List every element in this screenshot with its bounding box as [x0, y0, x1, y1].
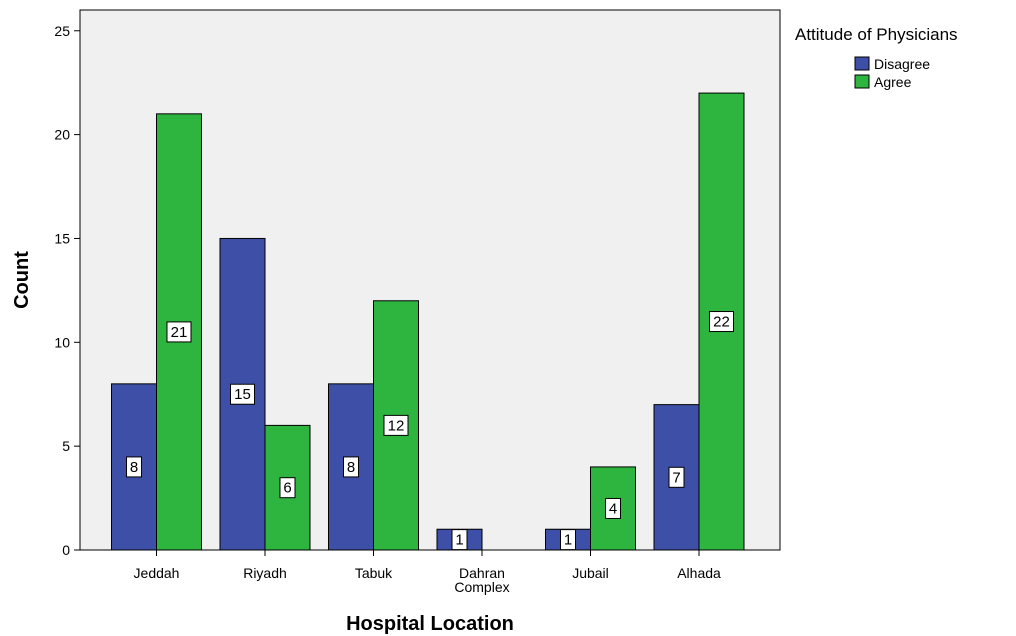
- x-tick-label-5: Alhada: [677, 565, 721, 581]
- legend-label-disagree: Disagree: [874, 56, 930, 72]
- bars-group: 8 21 15 6 8 12 1 1 4 7 22: [111, 92, 745, 551]
- data-label-box-agree-0: [166, 321, 192, 343]
- x-tick-label-4: Jubail: [572, 565, 609, 581]
- x-tick-label-line: Jubail: [572, 565, 609, 581]
- y-tick-label-20: 20: [54, 127, 70, 143]
- data-label-box-disagree-3: [451, 529, 468, 551]
- data-label-disagree-0: 8: [130, 459, 138, 476]
- data-label-disagree-2: 8: [347, 459, 355, 476]
- data-label-disagree-5: 7: [672, 469, 680, 486]
- x-axis: Jeddah Riyadh Tabuk Dahran Complex Jubail Alha…: [134, 550, 721, 595]
- data-label-box-disagree-1: [230, 383, 255, 405]
- data-label-box-disagree-5: [668, 466, 685, 488]
- y-tick-label-5: 5: [62, 438, 70, 454]
- data-label-agree-2: 12: [388, 417, 405, 434]
- legend: Attitude of Physicians Disagree Agree: [795, 25, 958, 90]
- data-label-agree-1: 6: [283, 480, 291, 497]
- y-tick-label-15: 15: [54, 230, 70, 246]
- data-label-box-disagree-4: [560, 529, 576, 551]
- data-label-box-disagree-0: [126, 456, 142, 478]
- x-tick-label-line: Dahran: [459, 565, 505, 581]
- data-label-agree-0: 21: [171, 324, 188, 341]
- data-label-box-agree-4: [605, 497, 621, 519]
- x-tick-label-line: Riyadh: [243, 565, 287, 581]
- x-tick-label-0: Jeddah: [134, 565, 180, 581]
- data-label-disagree-4: 1: [564, 532, 572, 549]
- data-label-disagree-3: 1: [455, 532, 463, 549]
- data-label-agree-4: 4: [609, 500, 617, 517]
- data-label-agree-5: 22: [713, 314, 730, 331]
- legend-title: Attitude of Physicians: [795, 25, 958, 44]
- data-label-box-agree-1: [279, 477, 296, 499]
- x-tick-label-line: Jeddah: [134, 565, 180, 581]
- data-label-box-disagree-2: [343, 456, 359, 478]
- x-tick-label-line: Alhada: [677, 565, 721, 581]
- x-axis-title: Hospital Location: [346, 613, 514, 635]
- data-label-disagree-1: 15: [234, 386, 251, 403]
- x-tick-label-1: Riyadh: [243, 565, 287, 581]
- x-tick-label-line: Tabuk: [355, 565, 393, 581]
- legend-label-agree: Agree: [874, 74, 912, 90]
- legend-swatch-agree: [854, 74, 870, 89]
- y-tick-label-0: 0: [62, 542, 70, 558]
- data-label-box-agree-5: [709, 311, 734, 333]
- x-tick-label-2: Tabuk: [355, 565, 393, 581]
- x-tick-label-line: Complex: [454, 579, 509, 595]
- y-tick-label-10: 10: [54, 334, 70, 350]
- x-tick-label-3: Dahran Complex: [454, 565, 509, 595]
- y-axis: 0 5 10 15 20 25: [54, 23, 80, 558]
- legend-swatch-disagree: [854, 56, 870, 71]
- y-axis-title: Count: [11, 251, 33, 309]
- y-tick-label-25: 25: [54, 23, 70, 39]
- data-label-box-agree-2: [383, 414, 409, 436]
